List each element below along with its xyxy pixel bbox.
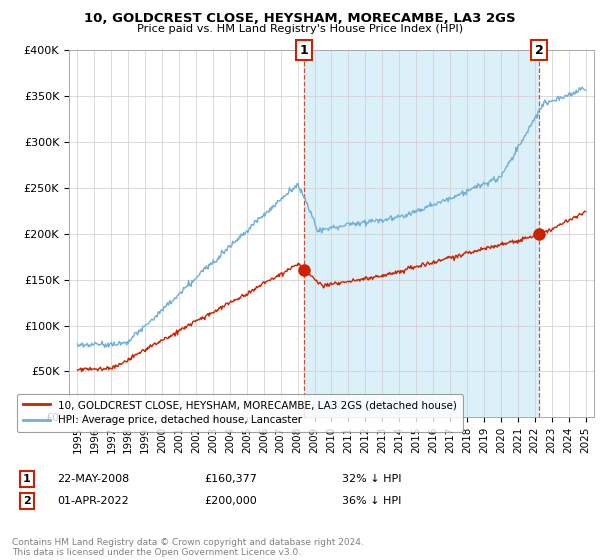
Text: Contains HM Land Registry data © Crown copyright and database right 2024.
This d: Contains HM Land Registry data © Crown c… bbox=[12, 538, 364, 557]
Text: 01-APR-2022: 01-APR-2022 bbox=[57, 496, 129, 506]
Text: £160,377: £160,377 bbox=[204, 474, 257, 484]
Text: 32% ↓ HPI: 32% ↓ HPI bbox=[342, 474, 401, 484]
Text: 1: 1 bbox=[299, 44, 308, 57]
Text: 10, GOLDCREST CLOSE, HEYSHAM, MORECAMBE, LA3 2GS: 10, GOLDCREST CLOSE, HEYSHAM, MORECAMBE,… bbox=[84, 12, 516, 25]
Bar bbox=[304, 50, 539, 417]
Legend: 10, GOLDCREST CLOSE, HEYSHAM, MORECAMBE, LA3 2GS (detached house), HPI: Average : 10, GOLDCREST CLOSE, HEYSHAM, MORECAMBE,… bbox=[17, 394, 463, 432]
Text: 36% ↓ HPI: 36% ↓ HPI bbox=[342, 496, 401, 506]
Text: 1: 1 bbox=[23, 474, 31, 484]
Text: 22-MAY-2008: 22-MAY-2008 bbox=[57, 474, 129, 484]
Text: Price paid vs. HM Land Registry's House Price Index (HPI): Price paid vs. HM Land Registry's House … bbox=[137, 24, 463, 34]
Text: 2: 2 bbox=[23, 496, 31, 506]
Text: £200,000: £200,000 bbox=[204, 496, 257, 506]
Text: 2: 2 bbox=[535, 44, 544, 57]
